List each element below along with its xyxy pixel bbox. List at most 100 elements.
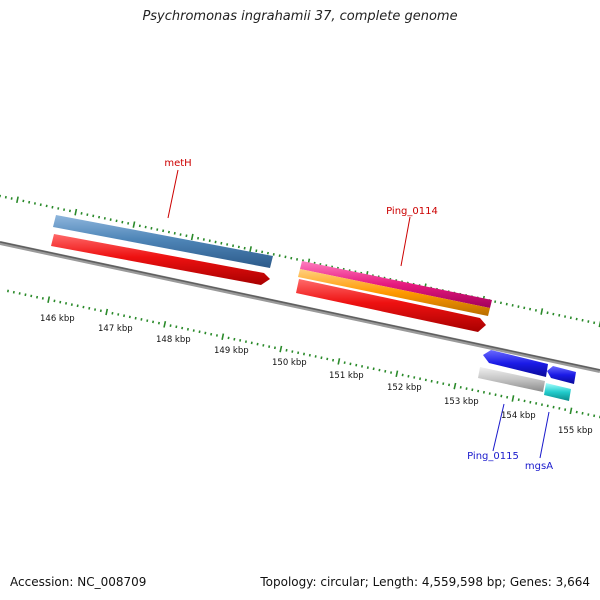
major-tick <box>47 296 51 303</box>
minor-tick <box>123 314 126 318</box>
minor-tick <box>162 229 165 233</box>
ping-0114-orange-bar[interactable] <box>298 269 490 316</box>
major-tick <box>453 382 457 390</box>
major-tick <box>395 370 399 378</box>
minor-tick <box>39 203 42 207</box>
ping-0114-label[interactable]: Ping_0114 <box>386 206 438 217</box>
minor-tick <box>204 331 207 335</box>
minor-tick <box>128 315 131 319</box>
minor-tick <box>261 250 264 254</box>
minor-tick <box>471 388 474 392</box>
major-tick <box>511 395 515 402</box>
minor-tick <box>575 317 578 321</box>
minor-tick <box>442 382 445 385</box>
minor-tick <box>215 334 218 337</box>
mgsA-label[interactable]: mgsA <box>525 461 553 472</box>
minor-tick <box>197 236 200 240</box>
minor-tick <box>175 325 178 329</box>
kbp-scale-labels: 146 kbp 147 kbp 148 kbp 149 kbp 150 kbp … <box>40 314 593 436</box>
minor-tick <box>268 345 271 348</box>
minor-tick <box>273 346 276 350</box>
accession-text: Accession: NC_008709 <box>10 575 147 589</box>
minor-tick <box>284 255 287 259</box>
ping-0114-gene-bar[interactable] <box>300 261 492 308</box>
tick-label: 149 kbp <box>214 346 249 356</box>
mgsA-gene-arrow[interactable] <box>547 366 576 384</box>
ping-0114-cds-arrow[interactable] <box>296 279 486 332</box>
minor-tick <box>343 361 346 364</box>
minor-tick <box>505 302 508 306</box>
major-tick <box>337 358 341 365</box>
major-tick <box>105 308 109 316</box>
tick-label: 153 kbp <box>444 397 479 407</box>
minor-tick <box>173 231 176 235</box>
minor-tick <box>266 251 269 255</box>
metH-cds-arrow[interactable] <box>51 234 270 285</box>
metH-gene-bar[interactable] <box>53 215 273 268</box>
minor-tick <box>517 305 520 308</box>
minor-tick <box>308 353 311 357</box>
minor-tick <box>181 326 184 330</box>
minor-tick <box>41 297 44 300</box>
minor-tick <box>140 318 143 321</box>
minor-tick <box>581 411 584 415</box>
minor-tick <box>144 225 147 229</box>
lower-tick-row <box>7 289 600 419</box>
metH-label[interactable]: metH <box>164 158 191 169</box>
minor-tick <box>109 218 112 221</box>
minor-tick <box>581 318 584 322</box>
mgsA-cyan-bar[interactable] <box>544 383 571 401</box>
minor-tick <box>349 362 352 366</box>
minor-tick <box>243 246 246 250</box>
minor-tick <box>179 233 182 236</box>
minor-tick <box>24 293 27 297</box>
minor-tick <box>436 381 439 384</box>
minor-tick <box>500 394 503 398</box>
minor-tick <box>134 316 137 320</box>
mgsA-leader-line <box>539 411 550 459</box>
major-tick <box>163 321 167 328</box>
minor-tick <box>529 400 532 404</box>
minor-tick <box>424 378 427 382</box>
tick-label: 146 kbp <box>40 314 75 324</box>
minor-tick <box>285 348 288 352</box>
minor-tick <box>167 230 170 234</box>
minor-tick <box>70 303 73 306</box>
tick-label: 151 kbp <box>329 371 364 381</box>
minor-tick <box>68 209 71 213</box>
ping-0115-gray-bar[interactable] <box>478 367 545 392</box>
major-tick <box>132 221 136 228</box>
minor-tick <box>92 214 95 218</box>
minor-tick <box>494 300 497 303</box>
tick-label: 155 kbp <box>558 426 593 436</box>
tick-label: 147 kbp <box>98 324 133 334</box>
minor-tick <box>523 306 526 310</box>
minor-tick <box>227 336 230 340</box>
minor-tick <box>593 321 596 325</box>
tick-label: 150 kbp <box>272 358 307 368</box>
minor-tick <box>12 290 15 294</box>
minor-tick <box>407 374 410 378</box>
minor-tick <box>465 387 468 390</box>
ping-0115-label[interactable]: Ping_0115 <box>467 451 519 462</box>
major-tick <box>569 407 573 415</box>
major-tick <box>16 196 19 204</box>
minor-tick <box>232 244 235 248</box>
minor-tick <box>94 308 97 311</box>
genome-summary-text: Topology: circular; Length: 4,559,598 bp… <box>260 575 590 589</box>
minor-tick <box>146 319 149 322</box>
minor-tick <box>33 202 36 205</box>
minor-tick <box>540 403 543 406</box>
minor-tick <box>30 294 33 298</box>
minor-tick <box>564 408 567 411</box>
ping-0115-gene-arrow[interactable] <box>483 350 548 377</box>
minor-tick <box>384 369 387 373</box>
minor-tick <box>290 256 293 260</box>
minor-tick <box>53 299 56 303</box>
minor-tick <box>564 315 567 318</box>
minor-tick <box>534 309 537 312</box>
minor-tick <box>401 373 404 377</box>
minor-tick <box>546 404 549 408</box>
minor-tick <box>366 366 369 369</box>
